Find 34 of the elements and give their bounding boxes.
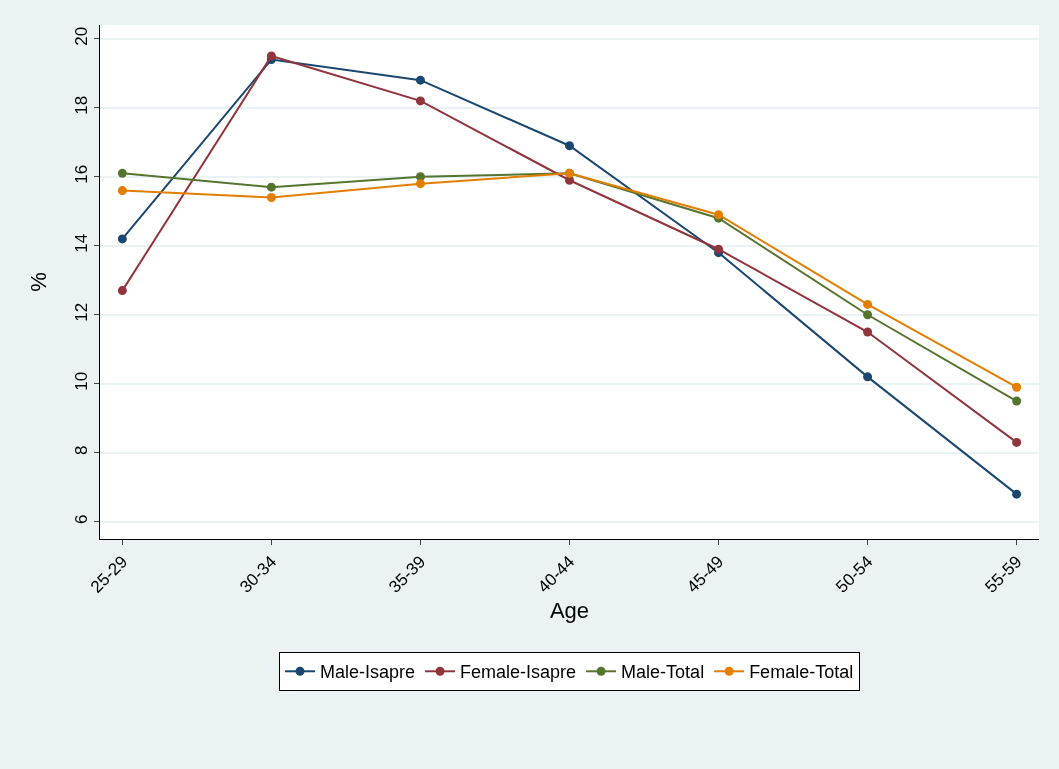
y-tick-label: 6 xyxy=(72,514,92,524)
point xyxy=(266,192,276,202)
y-tick-label: 10 xyxy=(72,371,92,391)
point xyxy=(565,141,574,151)
y-axis-title: % xyxy=(26,272,51,292)
point xyxy=(415,75,425,85)
point xyxy=(266,51,276,61)
point xyxy=(117,168,127,178)
y-tick-label: 12 xyxy=(72,302,92,322)
y-tick-label: 8 xyxy=(72,445,92,455)
point xyxy=(863,327,873,337)
point xyxy=(117,234,127,244)
legend-label: Female-Isapre xyxy=(460,662,577,683)
legend-label: Female-Total xyxy=(749,662,854,683)
point xyxy=(117,286,127,296)
point xyxy=(1012,382,1022,392)
point xyxy=(1012,396,1022,406)
point xyxy=(863,310,873,320)
y-tick-label: 18 xyxy=(72,95,92,115)
point xyxy=(1012,489,1022,499)
point xyxy=(415,96,425,106)
legend-label: Male-Total xyxy=(621,662,705,683)
point xyxy=(714,244,724,254)
point xyxy=(117,186,127,196)
point xyxy=(1012,437,1022,447)
y-tick-label: 16 xyxy=(72,164,92,184)
point xyxy=(415,179,425,189)
point xyxy=(863,372,873,382)
point xyxy=(863,299,873,309)
legend-label: Male-Isapre xyxy=(320,662,416,683)
y-tick-label: 20 xyxy=(72,26,92,46)
x-axis-title: Age xyxy=(549,598,590,624)
y-tick-label: 14 xyxy=(72,233,92,253)
point xyxy=(266,182,276,192)
